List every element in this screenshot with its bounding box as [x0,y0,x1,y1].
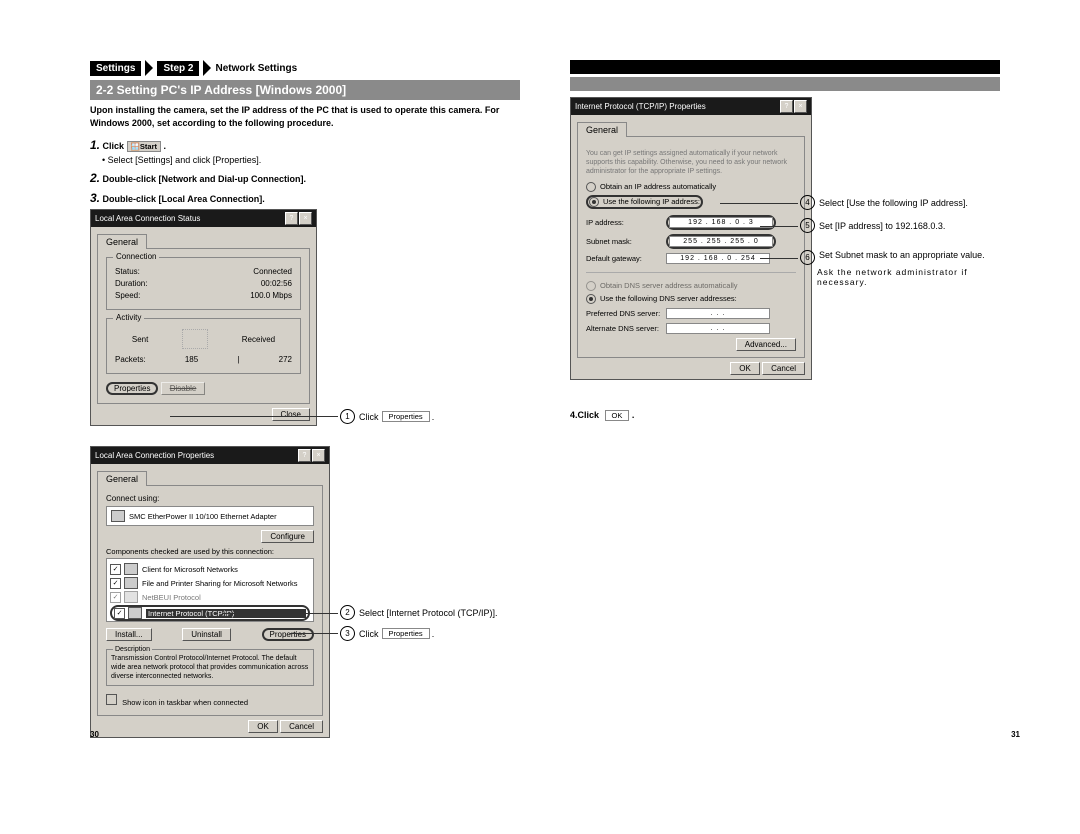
chevron-right-icon [203,60,211,76]
ok-button[interactable]: OK [730,362,760,375]
tab-general[interactable]: General [97,234,147,249]
annotation-6: 6Set Subnet mask to an appropriate value… [800,250,990,287]
intro-text: Upon installing the camera, set the IP a… [90,104,520,130]
header-bar-2 [570,77,1000,91]
close-icon[interactable]: × [794,100,807,113]
breadcrumb: Settings Step 2 Network Settings [90,60,520,76]
annotation-1: 1ClickProperties. [340,409,434,424]
cancel-button[interactable]: Cancel [280,720,323,733]
ok-button[interactable]: OK [248,720,278,733]
gateway-field[interactable]: 192 . 168 . 0 . 254 [666,253,770,264]
adapter-field: SMC EtherPower II 10/100 Ethernet Adapte… [106,506,314,526]
breadcrumb-network: Network Settings [215,63,297,74]
subnet-mask-field[interactable]: 255 . 255 . 255 . 0 [669,236,773,247]
page-number-right: 31 [1011,730,1020,739]
description-box: Description Transmission Control Protoco… [106,649,314,686]
window-title-bar: Local Area Connection Status ? × [91,210,316,227]
annotation-4: 4Select [Use the following IP address]. [800,195,968,210]
alternate-dns-field[interactable]: . . . [666,323,770,334]
close-icon[interactable]: × [299,212,312,225]
preferred-dns-field[interactable]: . . . [666,308,770,319]
help-icon[interactable]: ? [298,449,311,462]
breadcrumb-step2: Step 2 [157,61,199,76]
annotation-3: 3ClickProperties. [340,626,434,641]
radio-auto-dns [586,281,596,291]
annotation-2: 2Select [Internet Protocol (TCP/IP)]. [340,605,498,620]
radio-auto-ip[interactable] [586,182,596,192]
advanced-button[interactable]: Advanced... [736,338,796,351]
properties-button[interactable]: Properties [106,382,158,395]
disable-button[interactable]: Disable [161,382,206,395]
right-column: Internet Protocol (TCP/IP) Properties ? … [570,60,1000,738]
step-1: 1. Click 🪟Start . [90,138,520,152]
tab-general[interactable]: General [577,122,627,137]
list-item[interactable]: ✓Client for Microsoft Networks [110,562,310,576]
activity-icon [182,329,208,349]
properties-button-2[interactable]: Properties [262,628,314,641]
list-item[interactable]: ✓File and Printer Sharing for Microsoft … [110,576,310,590]
start-button: 🪟Start [127,141,161,152]
radio-use-following-ip[interactable] [589,197,599,207]
help-icon[interactable]: ? [780,100,793,113]
window-title-bar: Local Area Connection Properties ? × [91,447,329,464]
left-column: Settings Step 2 Network Settings 2-2 Set… [90,60,520,738]
close-icon[interactable]: × [312,449,325,462]
header-bar-1 [570,60,1000,74]
tab-general[interactable]: General [97,471,147,486]
window-tcpip-properties: Internet Protocol (TCP/IP) Properties ? … [570,97,812,380]
nic-icon [111,510,125,522]
step-3: 3. Double-click [Local Area Connection]. [90,191,520,205]
install-button[interactable]: Install... [106,628,152,641]
ip-address-field[interactable]: 192 . 168 . 0 . 3 [669,217,773,228]
cancel-button[interactable]: Cancel [762,362,805,375]
page-number-left: 30 [90,730,99,739]
ok-button-ref: OK [605,410,630,421]
step-1-bullet: • Select [Settings] and click [Propertie… [102,155,520,165]
step-2: 2. Double-click [Network and Dial-up Con… [90,171,520,185]
close-button[interactable]: Close [272,408,310,421]
help-icon[interactable]: ? [285,212,298,225]
radio-use-dns[interactable] [586,294,596,304]
section-title: 2-2 Setting PC's IP Address [Windows 200… [90,80,520,100]
configure-button[interactable]: Configure [261,530,314,543]
window-lac-status: Local Area Connection Status ? × General… [90,209,317,426]
uninstall-button[interactable]: Uninstall [182,628,231,641]
list-item[interactable]: ✓NetBEUI Protocol [110,590,310,604]
step-4: 4.Click OK . [570,410,1000,420]
annotation-5: 5Set [IP address] to 192.168.0.3. [800,218,945,233]
window-lac-properties: Local Area Connection Properties ? × Gen… [90,446,330,738]
chevron-right-icon [145,60,153,76]
window-title-bar: Internet Protocol (TCP/IP) Properties ? … [571,98,811,115]
breadcrumb-settings: Settings [90,61,141,76]
